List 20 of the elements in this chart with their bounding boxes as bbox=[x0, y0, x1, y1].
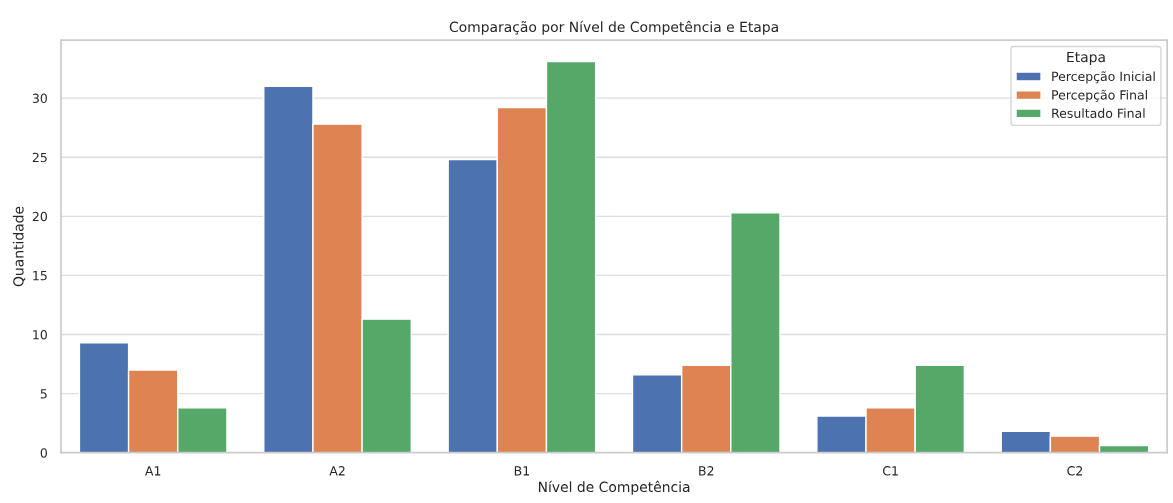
x-tick-label: C1 bbox=[882, 466, 898, 476]
y-tick-label: 5 bbox=[40, 389, 47, 399]
y-tick-label: 15 bbox=[33, 271, 47, 281]
y-axis-title: Quantidade bbox=[12, 206, 26, 287]
y-tick-label: 10 bbox=[33, 329, 47, 340]
x-tick-label: A1 bbox=[145, 466, 161, 476]
legend-label: Resultado Final bbox=[1052, 108, 1145, 118]
x-axis-title: Nível de Competência bbox=[538, 480, 690, 495]
x-tick-label: C2 bbox=[1067, 466, 1083, 476]
x-tick-label: B2 bbox=[699, 466, 714, 476]
x-tick-label: B1 bbox=[514, 466, 529, 476]
legend-label: Percepção Final bbox=[1052, 89, 1147, 103]
y-tick-label: 25 bbox=[32, 152, 47, 163]
chart-title: Comparação por Nível de Competência e Etapa bbox=[449, 20, 778, 35]
y-tick-label: 30 bbox=[32, 93, 47, 104]
y-tick-label: 0 bbox=[40, 448, 47, 458]
y-tick-label: 20 bbox=[32, 211, 47, 222]
legend-title: Etapa bbox=[1067, 51, 1105, 65]
x-tick-label: A2 bbox=[329, 466, 345, 476]
legend-label: Percepção Inicial bbox=[1052, 71, 1155, 84]
